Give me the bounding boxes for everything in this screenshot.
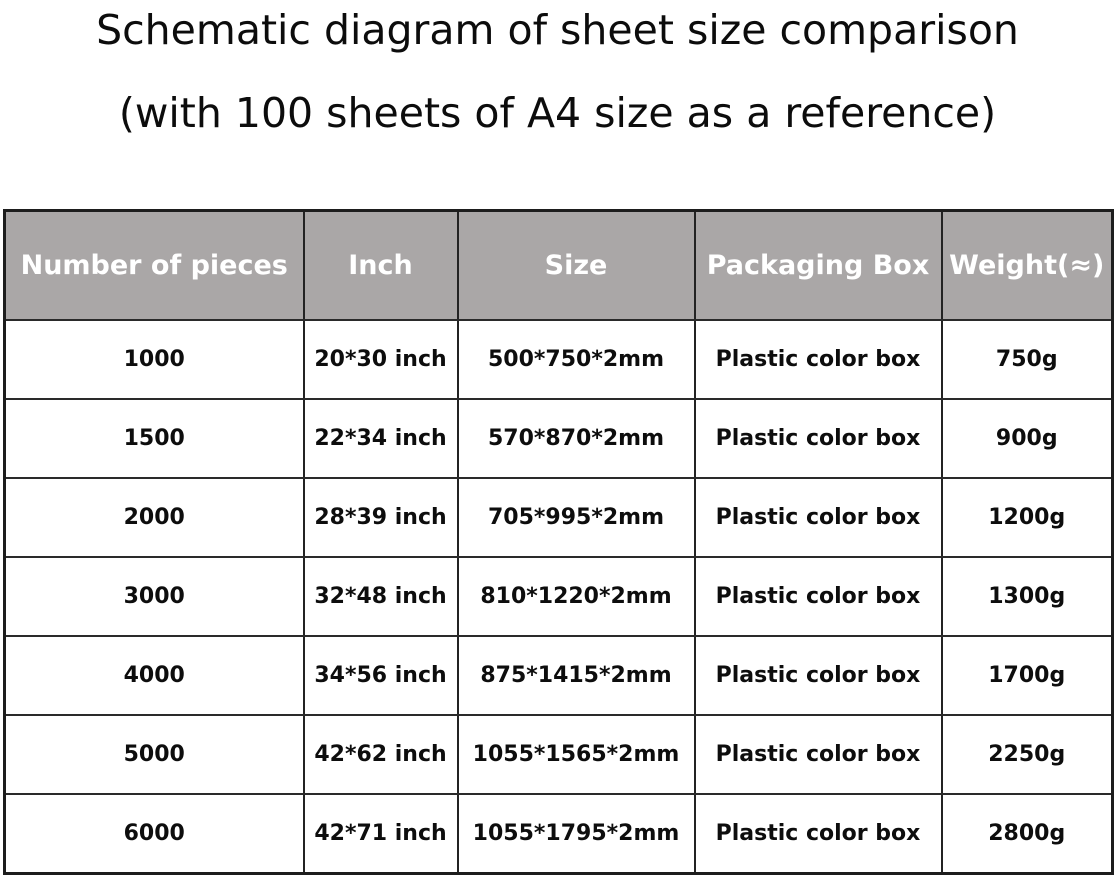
column-header-inch: Inch: [302, 209, 459, 321]
cell-weight: 1700g: [940, 635, 1113, 716]
cell-size: 570*870*2mm: [456, 398, 696, 479]
cell-weight: 2800g: [940, 793, 1113, 874]
column-header-number-of-pieces: Number of pieces: [4, 209, 305, 321]
cell-weight: 900g: [940, 398, 1113, 479]
cell-size: 810*1220*2mm: [456, 556, 696, 637]
page-title: Schematic diagram of sheet size comparis…: [0, 0, 1115, 141]
cell-number-of-pieces: 2000: [4, 477, 305, 558]
cell-size: 875*1415*2mm: [456, 635, 696, 716]
cell-packaging-box: Plastic color box: [693, 398, 943, 479]
title-line-secondary: (with 100 sheets of A4 size as a referen…: [118, 89, 997, 137]
cell-number-of-pieces: 3000: [4, 556, 305, 637]
column-header-weight: Weight(≈): [940, 209, 1113, 321]
table-row: 6000 42*71 inch 1055*1795*2mm Plastic co…: [4, 793, 1113, 874]
cell-packaging-box: Plastic color box: [693, 635, 943, 716]
size-comparison-table: Number of pieces Inch Size Packaging Box…: [3, 209, 1114, 875]
table-row: 3000 32*48 inch 810*1220*2mm Plastic col…: [4, 556, 1113, 637]
table-row: 5000 42*62 inch 1055*1565*2mm Plastic co…: [4, 714, 1113, 795]
cell-inch: 42*71 inch: [302, 793, 459, 874]
cell-inch: 42*62 inch: [302, 714, 459, 795]
cell-inch: 32*48 inch: [302, 556, 459, 637]
cell-weight: 2250g: [940, 714, 1113, 795]
cell-packaging-box: Plastic color box: [693, 319, 943, 400]
size-comparison-table-container: Number of pieces Inch Size Packaging Box…: [3, 209, 1114, 875]
cell-number-of-pieces: 1000: [4, 319, 305, 400]
cell-packaging-box: Plastic color box: [693, 714, 943, 795]
title-line-primary: Schematic diagram of sheet size comparis…: [96, 6, 1019, 54]
cell-inch: 34*56 inch: [302, 635, 459, 716]
cell-size: 1055*1565*2mm: [456, 714, 696, 795]
cell-number-of-pieces: 4000: [4, 635, 305, 716]
table-row: 2000 28*39 inch 705*995*2mm Plastic colo…: [4, 477, 1113, 558]
cell-number-of-pieces: 6000: [4, 793, 305, 874]
cell-weight: 1300g: [940, 556, 1113, 637]
table-body: 1000 20*30 inch 500*750*2mm Plastic colo…: [4, 319, 1113, 874]
cell-packaging-box: Plastic color box: [693, 477, 943, 558]
cell-number-of-pieces: 5000: [4, 714, 305, 795]
column-header-packaging-box: Packaging Box: [693, 209, 943, 321]
table-row: 1000 20*30 inch 500*750*2mm Plastic colo…: [4, 319, 1113, 400]
cell-number-of-pieces: 1500: [4, 398, 305, 479]
cell-packaging-box: Plastic color box: [693, 556, 943, 637]
cell-size: 705*995*2mm: [456, 477, 696, 558]
cell-inch: 28*39 inch: [302, 477, 459, 558]
cell-size: 500*750*2mm: [456, 319, 696, 400]
cell-packaging-box: Plastic color box: [693, 793, 943, 874]
column-header-size: Size: [456, 209, 696, 321]
cell-weight: 1200g: [940, 477, 1113, 558]
cell-size: 1055*1795*2mm: [456, 793, 696, 874]
cell-weight: 750g: [940, 319, 1113, 400]
table-header: Number of pieces Inch Size Packaging Box…: [4, 209, 1113, 321]
cell-inch: 20*30 inch: [302, 319, 459, 400]
table-row: 1500 22*34 inch 570*870*2mm Plastic colo…: [4, 398, 1113, 479]
table-row: 4000 34*56 inch 875*1415*2mm Plastic col…: [4, 635, 1113, 716]
table-header-row: Number of pieces Inch Size Packaging Box…: [4, 209, 1113, 321]
cell-inch: 22*34 inch: [302, 398, 459, 479]
